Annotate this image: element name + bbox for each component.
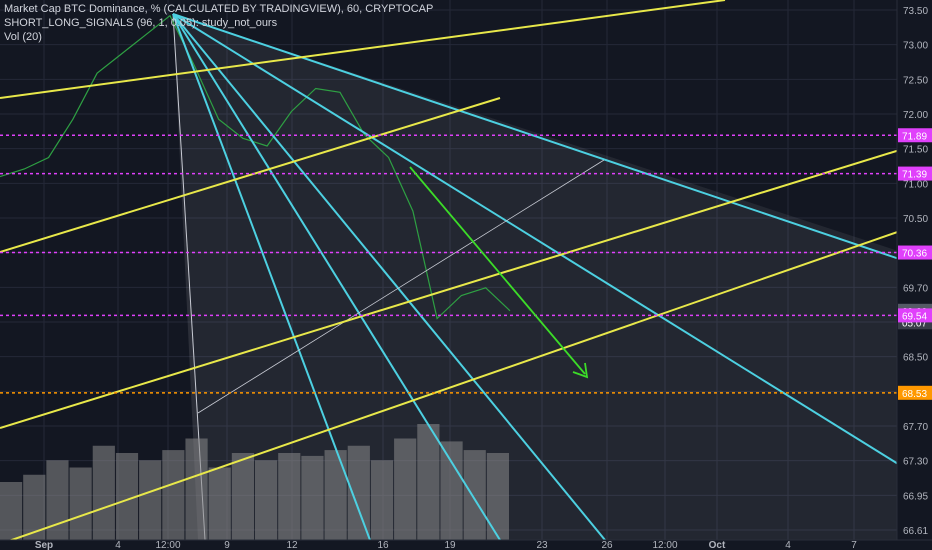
x-tick-label: 9 (224, 540, 230, 550)
time-axis[interactable]: Sep 4 12:00 9 12 16 19 23 26 12:00 Oct 4 7 (35, 540, 857, 550)
projection-arrow (409, 166, 589, 379)
chart-legend: Market Cap BTC Dominance, % (CALCULATED … (4, 2, 433, 44)
y-tick-label: 66.95 (903, 491, 928, 502)
volume-bar (370, 460, 394, 540)
x-tick-label: 7 (851, 540, 857, 550)
time-axis-panel (0, 540, 932, 550)
channel-line-2 (0, 97, 501, 253)
channel-line-3 (0, 139, 932, 429)
x-tick-label: 12:00 (652, 540, 677, 550)
fan-line-2 (172, 13, 932, 486)
median-line (197, 159, 605, 414)
y-tick-label: 71.00 (903, 179, 928, 190)
fan-line-3 (172, 13, 606, 541)
legend-symbol-title[interactable]: Market Cap BTC Dominance, % (CALCULATED … (4, 3, 434, 15)
y-tick-label: 68.50 (903, 353, 928, 364)
volume-bar (278, 453, 301, 540)
fan-shade (173, 14, 932, 540)
price-label-box (898, 128, 932, 143)
volume-bar (463, 450, 486, 540)
y-tick-label: 67.70 (903, 422, 928, 433)
legend-indicator-volume[interactable]: Vol (20) (4, 31, 42, 43)
volume-bar (324, 450, 347, 540)
volume-bar (301, 455, 324, 540)
arrow-head (572, 362, 589, 379)
x-tick-label: 26 (601, 540, 613, 550)
x-tick-label: 12 (286, 540, 298, 550)
price-axis-panel (897, 0, 932, 550)
volume-bar (440, 441, 463, 540)
volume-bar (46, 460, 69, 540)
price-label-box (898, 308, 932, 323)
volume-bar (486, 453, 509, 540)
x-tick-label: 12:00 (155, 540, 180, 550)
channel-line-1 (0, 0, 726, 99)
volume-bar (417, 424, 440, 540)
y-tick-label: 69.70 (903, 283, 928, 294)
price-label-box (898, 385, 932, 400)
channel-line-4 (0, 219, 932, 545)
price-label-text: 05:07 (902, 318, 927, 329)
volume-bar (162, 450, 185, 540)
volume-bar (347, 445, 370, 540)
y-tick-label: 72.00 (903, 110, 928, 121)
y-tick-label: 70.50 (903, 214, 928, 225)
price-series-line (0, 14, 511, 320)
fan-line-5 (172, 13, 371, 541)
y-tick-label: 71.50 (903, 145, 928, 156)
volume-bar (0, 482, 23, 540)
volume-bar (115, 453, 139, 540)
y-tick-label: 66.61 (903, 526, 928, 537)
volume-bar (185, 438, 208, 540)
price-label-box (898, 166, 932, 181)
x-tick-label: 4 (115, 540, 121, 550)
price-label-text: 68.53 (902, 389, 927, 400)
price-label-text: 69.54 (902, 311, 927, 322)
y-tick-label: 73.00 (903, 41, 928, 52)
price-label-text: 71.39 (902, 170, 927, 181)
x-tick-label: Sep (35, 540, 53, 550)
x-tick-label: 19 (444, 540, 456, 550)
fan-line-4 (172, 13, 501, 541)
x-tick-label: 4 (785, 540, 791, 550)
x-tick-label: Oct (709, 540, 726, 550)
volume-bar (208, 467, 231, 540)
volume-bar (231, 453, 254, 540)
price-label-box (898, 245, 932, 260)
volume-bars (0, 424, 509, 540)
volume-bar (69, 467, 92, 540)
price-label-text: 71.89 (902, 131, 927, 142)
volume-bar (255, 460, 278, 540)
volume-bar (139, 460, 162, 540)
y-tick-label: 73.50 (903, 6, 928, 17)
y-tick-label: 67.30 (903, 457, 928, 468)
arrow-shaft (409, 166, 586, 375)
legend-indicator-signals[interactable]: SHORT_LONG_SIGNALS (96, 1, 0.05): study_… (4, 17, 278, 29)
volume-bar (394, 438, 417, 540)
volume-bar (23, 474, 46, 540)
y-tick-label: 72.50 (903, 75, 928, 86)
x-tick-label: 16 (377, 540, 389, 550)
volume-bar (92, 445, 115, 540)
x-tick-label: 23 (536, 540, 548, 550)
price-label-text: 70.36 (902, 249, 927, 260)
